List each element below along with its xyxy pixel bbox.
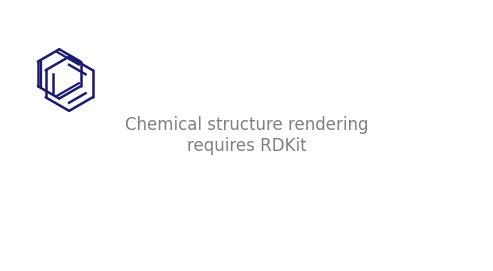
Text: Chemical structure rendering
requires RDKit: Chemical structure rendering requires RD… [125,116,368,155]
